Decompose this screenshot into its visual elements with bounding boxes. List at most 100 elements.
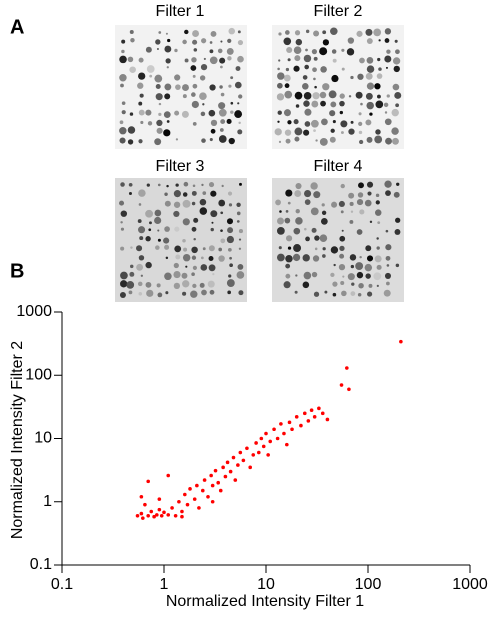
spot <box>199 198 207 206</box>
spot <box>375 200 380 205</box>
spot <box>120 271 128 280</box>
spot <box>200 111 206 117</box>
spot <box>164 192 168 197</box>
spot <box>330 27 338 36</box>
spot <box>377 221 381 225</box>
spot <box>154 74 163 83</box>
spot <box>339 253 345 259</box>
x-tick-label: 100 <box>355 576 382 593</box>
spot <box>348 192 355 199</box>
spot <box>340 281 345 286</box>
spot <box>292 253 301 262</box>
spot <box>330 128 335 133</box>
spot <box>210 30 217 37</box>
spot <box>294 290 298 294</box>
spot <box>373 272 382 281</box>
spot <box>164 226 170 232</box>
spot <box>192 265 197 270</box>
spot <box>156 283 161 288</box>
spot <box>220 229 223 232</box>
spot <box>365 72 373 80</box>
point <box>213 468 218 473</box>
spot <box>119 291 126 298</box>
spot <box>227 38 232 44</box>
x-axis-label: Normalized Intensity Filter 1 <box>166 593 364 610</box>
spot <box>129 271 135 277</box>
point <box>146 479 150 484</box>
point <box>231 455 236 460</box>
point <box>275 436 280 441</box>
point <box>177 499 181 504</box>
spot <box>294 30 301 36</box>
spot <box>319 137 328 146</box>
spot <box>210 119 218 127</box>
spot <box>218 199 226 207</box>
spot <box>302 254 310 262</box>
spot <box>165 291 169 295</box>
spot <box>208 264 216 272</box>
spot <box>314 235 320 241</box>
spot <box>156 127 163 134</box>
spot <box>384 28 392 35</box>
spot <box>173 190 181 198</box>
spot <box>182 253 191 262</box>
spot <box>331 74 339 83</box>
spot <box>145 281 152 288</box>
spot <box>378 39 381 42</box>
point <box>210 483 215 488</box>
point <box>152 514 156 519</box>
spot <box>285 263 291 269</box>
spot <box>321 118 328 126</box>
spot <box>357 192 364 198</box>
spot <box>121 49 125 54</box>
spot <box>119 137 126 144</box>
spot <box>208 109 216 117</box>
spot <box>121 101 126 105</box>
spot <box>358 282 364 289</box>
spot <box>191 226 197 232</box>
spot <box>136 263 144 271</box>
spot <box>365 245 372 252</box>
spot <box>238 121 241 125</box>
point <box>238 450 243 455</box>
point <box>241 458 246 463</box>
point <box>225 460 230 465</box>
spot <box>310 182 318 190</box>
spot <box>391 108 399 117</box>
spot <box>340 120 348 128</box>
point <box>317 406 321 411</box>
spot <box>285 67 290 72</box>
spot <box>120 182 125 187</box>
spot <box>339 100 345 107</box>
spot <box>129 30 134 35</box>
spot <box>226 235 234 244</box>
spot <box>293 65 300 72</box>
spot <box>167 38 171 43</box>
spot <box>304 227 307 231</box>
spot <box>277 120 280 123</box>
spot <box>228 27 236 35</box>
point <box>245 446 249 451</box>
spot <box>385 190 391 197</box>
spot <box>218 108 227 117</box>
spot <box>173 210 180 218</box>
spot <box>322 39 330 46</box>
spot <box>155 39 161 45</box>
y-tick-label: 1000 <box>16 303 52 320</box>
spot <box>175 183 179 187</box>
spot <box>305 236 310 242</box>
spot <box>328 90 337 99</box>
spot <box>284 30 290 35</box>
spot <box>303 54 312 63</box>
point <box>149 509 154 514</box>
spot <box>375 100 384 109</box>
spot <box>210 210 218 218</box>
point <box>141 516 145 520</box>
spot <box>121 110 126 115</box>
spot <box>230 101 234 105</box>
spot <box>277 217 284 225</box>
spot <box>210 227 214 232</box>
spot <box>238 238 242 241</box>
spot <box>394 229 401 235</box>
spot <box>145 209 154 218</box>
